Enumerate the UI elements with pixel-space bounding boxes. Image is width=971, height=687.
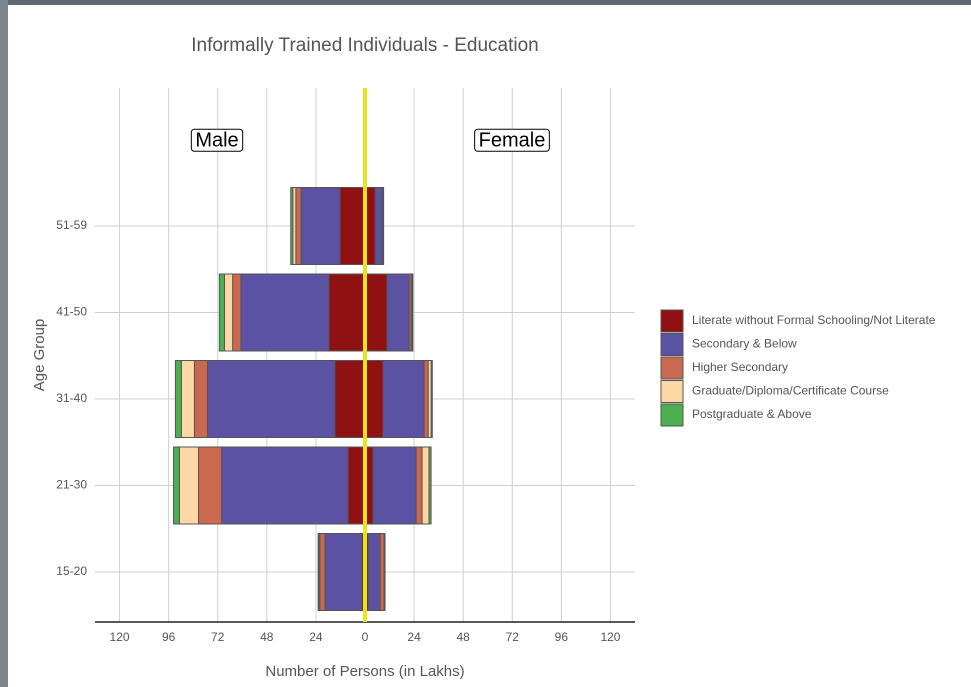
annotation: Female [479, 129, 546, 151]
bar-segment [386, 273, 410, 352]
bar-segment [334, 360, 366, 438]
x-tick-label: 96 [162, 630, 176, 644]
bar-segment [290, 187, 294, 265]
bar-segment [339, 187, 366, 265]
bar-segment [415, 446, 423, 525]
bar-segment [411, 273, 414, 352]
x-tick-label: 0 [362, 630, 369, 644]
chart-title: Informally Trained Individuals - Educati… [191, 35, 538, 56]
bar-segment [324, 533, 363, 611]
bar-segment [300, 187, 341, 265]
bar-segment [317, 533, 320, 611]
bar-segment [379, 533, 385, 611]
legend-label: Literate without Formal Schooling/Not Li… [692, 313, 936, 327]
x-tick-label: 24 [407, 630, 421, 644]
x-tick-label: 96 [555, 630, 569, 644]
bar-segment [240, 273, 330, 352]
bar-segment [367, 533, 381, 611]
bar-segment [328, 273, 366, 352]
x-tick-label: 72 [506, 630, 520, 644]
bar-segment [347, 446, 366, 525]
bar-segment [174, 360, 182, 438]
bar-segment [178, 446, 200, 525]
y-tick-label: 41-50 [56, 305, 87, 319]
bar-segment [295, 187, 302, 265]
bar-segment [364, 273, 388, 352]
legend-swatch [660, 333, 684, 356]
x-tick-label: 72 [211, 630, 225, 644]
legend-label: Secondary & Below [692, 337, 797, 351]
bar-segment [232, 273, 242, 352]
bar-segment [218, 273, 225, 352]
legend-swatch [660, 380, 684, 403]
bar-segment [374, 187, 383, 265]
bar-segment [173, 446, 180, 525]
bar-segment [198, 446, 223, 525]
bar-segment [180, 360, 195, 438]
x-axis-label: Number of Persons (in Lakhs) [265, 663, 464, 680]
bar-segment [319, 533, 326, 611]
y-axis-label: Age Group [31, 319, 48, 392]
x-tick-label: 120 [110, 630, 130, 644]
legend-swatch [660, 403, 684, 427]
y-tick-label: 31-40 [56, 391, 87, 405]
y-tick-label: 15-20 [56, 564, 87, 578]
annotation: Male [195, 129, 238, 151]
x-tick-label: 120 [600, 630, 620, 644]
bar-segment [421, 446, 430, 525]
x-tick-label: 48 [457, 630, 471, 644]
x-tick-label: 48 [260, 630, 274, 644]
bar-segment [372, 446, 417, 525]
bar-segment [364, 360, 384, 438]
bar-segment [430, 360, 433, 438]
bar-segment [423, 360, 429, 438]
y-tick-label: 21-30 [56, 478, 87, 492]
frame-top [0, 0, 971, 5]
legend-swatch [660, 309, 684, 333]
bar-segment [382, 360, 425, 438]
bar-segment [207, 360, 336, 438]
legend-label: Higher Secondary [692, 360, 788, 374]
annotation-box [190, 128, 244, 152]
bar-segment [428, 446, 432, 525]
bar-segment [193, 360, 208, 438]
bar-segment [221, 446, 349, 525]
y-tick-label: 51-59 [56, 218, 87, 232]
legend-label: Postgraduate & Above [692, 407, 812, 421]
bar-segment [223, 273, 234, 352]
x-tick-label: 24 [309, 630, 323, 644]
legend-swatch [660, 356, 684, 380]
frame-left [0, 0, 8, 687]
legend-label: Graduate/Diploma/Certificate Course [692, 384, 889, 398]
annotation-box [474, 128, 550, 152]
